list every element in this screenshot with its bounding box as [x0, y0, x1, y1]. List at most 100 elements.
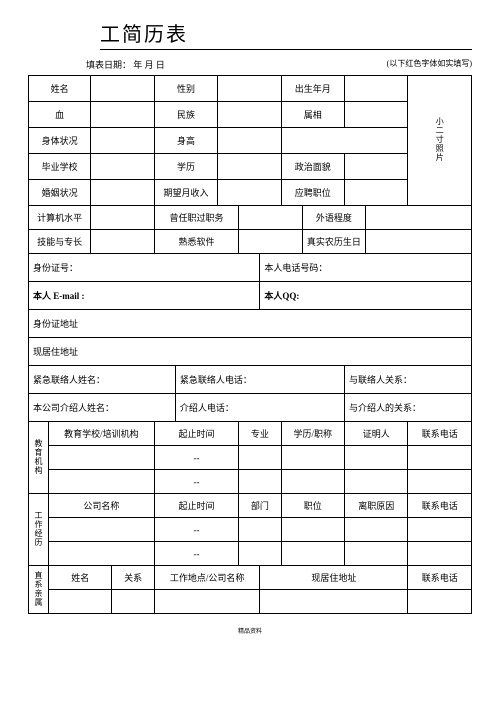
- intro-name[interactable]: 本公司介绍人姓名：: [29, 394, 176, 422]
- cell[interactable]: [345, 102, 408, 128]
- section-fam: 直系亲属: [29, 566, 49, 614]
- cell[interactable]: [91, 102, 154, 128]
- intro-rel[interactable]: 与介绍人的关系：: [345, 394, 472, 422]
- edu-head: 证明人: [345, 422, 408, 446]
- cell[interactable]: [239, 206, 302, 230]
- edu-head: 专业: [239, 422, 281, 446]
- cell[interactable]: [218, 180, 281, 206]
- cell[interactable]: [49, 470, 155, 494]
- cell[interactable]: [408, 518, 472, 542]
- fam-head: 姓名: [49, 566, 112, 590]
- cell[interactable]: [91, 154, 154, 180]
- cell[interactable]: [345, 76, 408, 102]
- email[interactable]: 本人 E-mail :: [29, 282, 260, 310]
- label: 身体状况: [29, 128, 91, 154]
- cell[interactable]: [408, 446, 472, 470]
- edu-head: 学历/职称: [281, 422, 344, 446]
- label: 姓名: [29, 76, 91, 102]
- label: 学历: [154, 154, 217, 180]
- label: 身高: [154, 128, 217, 154]
- cell[interactable]: [239, 470, 281, 494]
- cell[interactable]: [49, 446, 155, 470]
- cell[interactable]: [345, 542, 408, 566]
- label: 性别: [154, 76, 217, 102]
- cell[interactable]: [281, 446, 344, 470]
- edu-head: 起止时间: [154, 422, 239, 446]
- footer: 精品资料: [28, 626, 472, 635]
- cell[interactable]: [345, 154, 408, 180]
- cell[interactable]: [345, 470, 408, 494]
- cell[interactable]: [91, 128, 154, 154]
- label: 真实农历生日: [302, 230, 365, 254]
- section-edu: 教育机构: [29, 422, 49, 494]
- cell[interactable]: [154, 590, 260, 614]
- page-title: 工简历表: [100, 18, 472, 47]
- label: 熟悉软件: [154, 230, 239, 254]
- cell[interactable]: [91, 230, 154, 254]
- phone[interactable]: 本人电话号码：: [260, 254, 472, 282]
- cell[interactable]: [91, 180, 154, 206]
- cell[interactable]: [239, 542, 281, 566]
- cell[interactable]: [408, 470, 472, 494]
- cell[interactable]: [281, 518, 344, 542]
- label: 应聘职位: [281, 180, 344, 206]
- cell[interactable]: [91, 206, 154, 230]
- edu-head: 教育学校/培训机构: [49, 422, 155, 446]
- photo-box: 小二寸照片: [408, 76, 472, 206]
- cell[interactable]: --: [154, 518, 239, 542]
- intro-phone[interactable]: 介绍人电话：: [175, 394, 344, 422]
- cell[interactable]: [49, 590, 112, 614]
- cell[interactable]: [49, 518, 155, 542]
- emerg-phone[interactable]: 紧急联络人电话：: [175, 366, 344, 394]
- id-address[interactable]: 身份证地址: [29, 310, 472, 338]
- work-head: 起止时间: [154, 494, 239, 518]
- cell[interactable]: --: [154, 542, 239, 566]
- cell[interactable]: [408, 590, 472, 614]
- cell[interactable]: [239, 446, 281, 470]
- label: 期望月收入: [154, 180, 217, 206]
- cell[interactable]: [366, 206, 472, 230]
- cell[interactable]: [345, 446, 408, 470]
- fam-head: 联系电话: [408, 566, 472, 590]
- cell[interactable]: --: [154, 446, 239, 470]
- cell[interactable]: [218, 154, 281, 180]
- work-head: 公司名称: [49, 494, 155, 518]
- edu-head: 联系电话: [408, 422, 472, 446]
- cell[interactable]: [366, 230, 472, 254]
- resume-table: 姓名 性别 出生年月 小二寸照片 血 民族 属相 身体状况 身高 毕业学校 学历: [28, 75, 472, 614]
- label: 婚姻状况: [29, 180, 91, 206]
- work-head: 离职原因: [345, 494, 408, 518]
- cell[interactable]: [345, 518, 408, 542]
- cell[interactable]: [218, 102, 281, 128]
- cell[interactable]: [239, 518, 281, 542]
- label: 曾任职过职务: [154, 206, 239, 230]
- fam-head: 关系: [112, 566, 154, 590]
- label: 出生年月: [281, 76, 344, 102]
- cell[interactable]: [260, 590, 408, 614]
- fam-head: 工作地点/公司名称: [154, 566, 260, 590]
- work-head: 联系电话: [408, 494, 472, 518]
- cell[interactable]: [91, 76, 154, 102]
- label: 计算机水平: [29, 206, 91, 230]
- cell[interactable]: [49, 542, 155, 566]
- cell[interactable]: [281, 128, 408, 154]
- cell[interactable]: [218, 128, 281, 154]
- cell[interactable]: [281, 470, 344, 494]
- emerg-rel[interactable]: 与联络人关系：: [345, 366, 472, 394]
- red-hint: (以下红色字体如实填写): [387, 58, 472, 71]
- cell[interactable]: [408, 542, 472, 566]
- work-head: 职位: [281, 494, 344, 518]
- cell[interactable]: [345, 180, 408, 206]
- fill-date-label: 填表日期： 年 月 日: [86, 58, 165, 71]
- label: 民族: [154, 102, 217, 128]
- cell[interactable]: [239, 230, 302, 254]
- cell[interactable]: [281, 542, 344, 566]
- id-number[interactable]: 身份证号：: [29, 254, 260, 282]
- cell[interactable]: [112, 590, 154, 614]
- work-head: 部门: [239, 494, 281, 518]
- qq[interactable]: 本人QQ:: [260, 282, 472, 310]
- emerg-name[interactable]: 紧急联络人姓名：: [29, 366, 176, 394]
- cell[interactable]: [218, 76, 281, 102]
- now-address[interactable]: 现居住地址: [29, 338, 472, 366]
- cell[interactable]: --: [154, 470, 239, 494]
